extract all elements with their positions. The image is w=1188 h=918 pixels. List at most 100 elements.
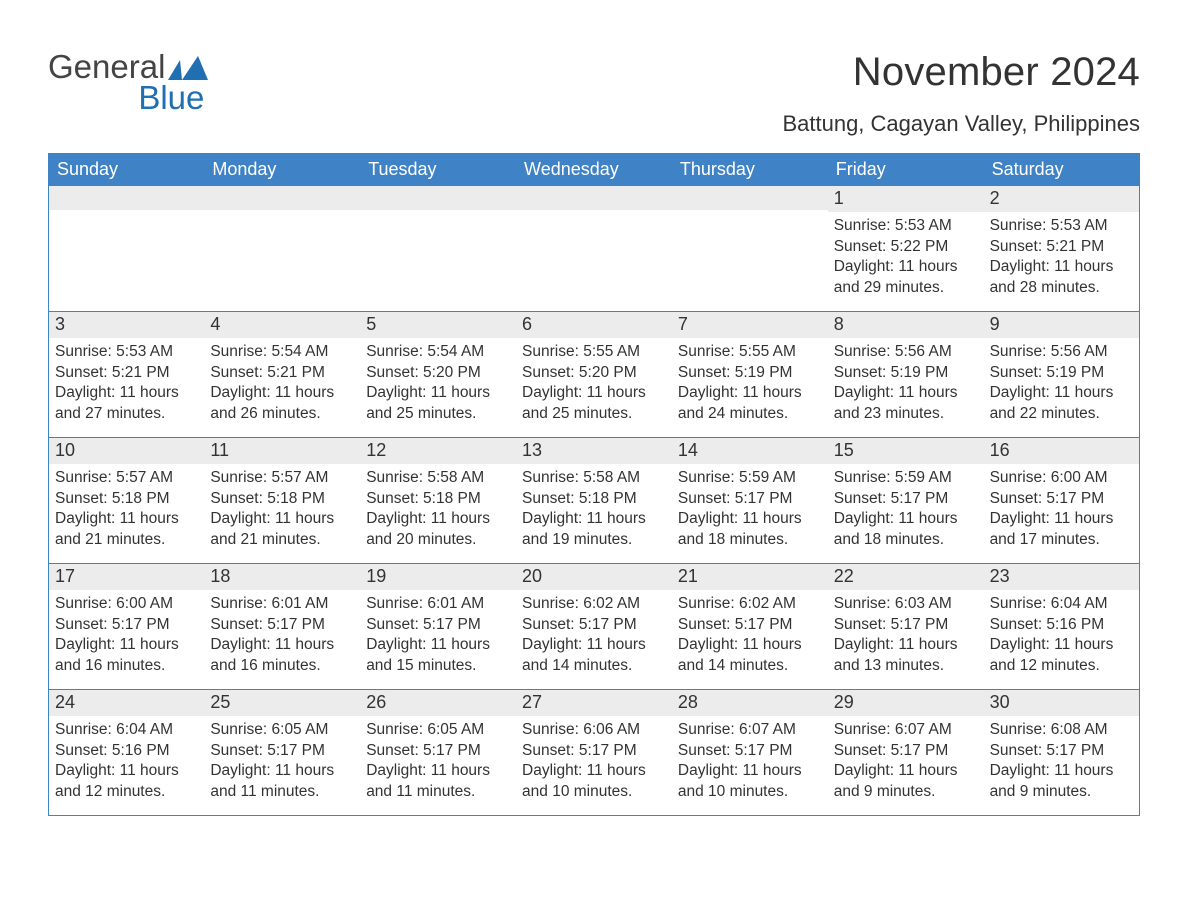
day-number: 24 xyxy=(49,690,204,716)
sunset-line: Sunset: 5:22 PM xyxy=(834,237,978,258)
daylight-line: Daylight: 11 hours and 12 minutes. xyxy=(55,761,198,803)
calendar-row: 17Sunrise: 6:00 AMSunset: 5:17 PMDayligh… xyxy=(49,564,1140,690)
sunrise-line: Sunrise: 6:04 AM xyxy=(990,594,1133,615)
day-number: 1 xyxy=(828,186,984,212)
daylight-line: Daylight: 11 hours and 25 minutes. xyxy=(366,383,510,425)
day-number: 3 xyxy=(49,312,204,338)
day-data: Sunrise: 5:56 AMSunset: 5:19 PMDaylight:… xyxy=(984,338,1139,432)
daylight-line: Daylight: 11 hours and 17 minutes. xyxy=(990,509,1133,551)
calendar-cell: 1Sunrise: 5:53 AMSunset: 5:22 PMDaylight… xyxy=(828,186,984,312)
empty-daynum xyxy=(49,186,204,210)
sunset-line: Sunset: 5:21 PM xyxy=(990,237,1133,258)
calendar-cell: 14Sunrise: 5:59 AMSunset: 5:17 PMDayligh… xyxy=(672,438,828,564)
empty-daynum xyxy=(516,186,672,210)
calendar-cell: 29Sunrise: 6:07 AMSunset: 5:17 PMDayligh… xyxy=(828,690,984,816)
sunset-line: Sunset: 5:16 PM xyxy=(990,615,1133,636)
calendar-cell: 24Sunrise: 6:04 AMSunset: 5:16 PMDayligh… xyxy=(49,690,205,816)
day-data: Sunrise: 6:06 AMSunset: 5:17 PMDaylight:… xyxy=(516,716,672,810)
day-number: 20 xyxy=(516,564,672,590)
daylight-line: Daylight: 11 hours and 16 minutes. xyxy=(210,635,354,677)
day-number: 27 xyxy=(516,690,672,716)
sunset-line: Sunset: 5:17 PM xyxy=(522,615,666,636)
weekday-header: Monday xyxy=(204,154,360,186)
daylight-line: Daylight: 11 hours and 19 minutes. xyxy=(522,509,666,551)
daylight-line: Daylight: 11 hours and 11 minutes. xyxy=(366,761,510,803)
calendar-cell: 4Sunrise: 5:54 AMSunset: 5:21 PMDaylight… xyxy=(204,312,360,438)
day-data: Sunrise: 5:53 AMSunset: 5:21 PMDaylight:… xyxy=(984,212,1139,306)
calendar-cell xyxy=(672,186,828,312)
day-data: Sunrise: 5:56 AMSunset: 5:19 PMDaylight:… xyxy=(828,338,984,432)
daylight-line: Daylight: 11 hours and 18 minutes. xyxy=(834,509,978,551)
daylight-line: Daylight: 11 hours and 14 minutes. xyxy=(678,635,822,677)
daylight-line: Daylight: 11 hours and 18 minutes. xyxy=(678,509,822,551)
calendar-body: 1Sunrise: 5:53 AMSunset: 5:22 PMDaylight… xyxy=(49,186,1140,816)
calendar-cell: 12Sunrise: 5:58 AMSunset: 5:18 PMDayligh… xyxy=(360,438,516,564)
daylight-line: Daylight: 11 hours and 15 minutes. xyxy=(366,635,510,677)
daylight-line: Daylight: 11 hours and 14 minutes. xyxy=(522,635,666,677)
sunset-line: Sunset: 5:19 PM xyxy=(678,363,822,384)
empty-daynum xyxy=(672,186,828,210)
sunrise-line: Sunrise: 6:02 AM xyxy=(678,594,822,615)
day-number: 17 xyxy=(49,564,204,590)
daylight-line: Daylight: 11 hours and 16 minutes. xyxy=(55,635,198,677)
day-data: Sunrise: 5:57 AMSunset: 5:18 PMDaylight:… xyxy=(49,464,204,558)
day-number: 26 xyxy=(360,690,516,716)
calendar-cell: 20Sunrise: 6:02 AMSunset: 5:17 PMDayligh… xyxy=(516,564,672,690)
sunset-line: Sunset: 5:19 PM xyxy=(990,363,1133,384)
sunrise-line: Sunrise: 5:54 AM xyxy=(210,342,354,363)
sunset-line: Sunset: 5:19 PM xyxy=(834,363,978,384)
daylight-line: Daylight: 11 hours and 21 minutes. xyxy=(210,509,354,551)
calendar-cell: 25Sunrise: 6:05 AMSunset: 5:17 PMDayligh… xyxy=(204,690,360,816)
daylight-line: Daylight: 11 hours and 23 minutes. xyxy=(834,383,978,425)
day-number: 18 xyxy=(204,564,360,590)
weekday-header: Thursday xyxy=(672,154,828,186)
sunrise-line: Sunrise: 6:01 AM xyxy=(366,594,510,615)
day-data: Sunrise: 5:53 AMSunset: 5:22 PMDaylight:… xyxy=(828,212,984,306)
sunrise-line: Sunrise: 5:58 AM xyxy=(522,468,666,489)
sunset-line: Sunset: 5:17 PM xyxy=(366,741,510,762)
calendar-row: 24Sunrise: 6:04 AMSunset: 5:16 PMDayligh… xyxy=(49,690,1140,816)
weekday-header-row: SundayMondayTuesdayWednesdayThursdayFrid… xyxy=(49,154,1140,186)
calendar-cell: 18Sunrise: 6:01 AMSunset: 5:17 PMDayligh… xyxy=(204,564,360,690)
calendar-cell: 13Sunrise: 5:58 AMSunset: 5:18 PMDayligh… xyxy=(516,438,672,564)
daylight-line: Daylight: 11 hours and 24 minutes. xyxy=(678,383,822,425)
day-data: Sunrise: 5:58 AMSunset: 5:18 PMDaylight:… xyxy=(516,464,672,558)
sunset-line: Sunset: 5:17 PM xyxy=(990,489,1133,510)
sunrise-line: Sunrise: 6:08 AM xyxy=(990,720,1133,741)
daylight-line: Daylight: 11 hours and 27 minutes. xyxy=(55,383,198,425)
day-data: Sunrise: 5:59 AMSunset: 5:17 PMDaylight:… xyxy=(672,464,828,558)
day-data: Sunrise: 5:55 AMSunset: 5:20 PMDaylight:… xyxy=(516,338,672,432)
sunrise-line: Sunrise: 6:03 AM xyxy=(834,594,978,615)
calendar-cell: 27Sunrise: 6:06 AMSunset: 5:17 PMDayligh… xyxy=(516,690,672,816)
weekday-header: Friday xyxy=(828,154,984,186)
sunrise-line: Sunrise: 6:05 AM xyxy=(210,720,354,741)
sunrise-line: Sunrise: 5:55 AM xyxy=(678,342,822,363)
day-number: 9 xyxy=(984,312,1139,338)
day-number: 14 xyxy=(672,438,828,464)
daylight-line: Daylight: 11 hours and 20 minutes. xyxy=(366,509,510,551)
daylight-line: Daylight: 11 hours and 10 minutes. xyxy=(522,761,666,803)
page-title: November 2024 xyxy=(782,50,1140,95)
day-data: Sunrise: 5:58 AMSunset: 5:18 PMDaylight:… xyxy=(360,464,516,558)
daylight-line: Daylight: 11 hours and 29 minutes. xyxy=(834,257,978,299)
calendar-cell: 23Sunrise: 6:04 AMSunset: 5:16 PMDayligh… xyxy=(984,564,1140,690)
calendar-cell: 19Sunrise: 6:01 AMSunset: 5:17 PMDayligh… xyxy=(360,564,516,690)
sunset-line: Sunset: 5:18 PM xyxy=(55,489,198,510)
weekday-header: Wednesday xyxy=(516,154,672,186)
day-number: 30 xyxy=(984,690,1139,716)
sunset-line: Sunset: 5:16 PM xyxy=(55,741,198,762)
daylight-line: Daylight: 11 hours and 26 minutes. xyxy=(210,383,354,425)
calendar-row: 3Sunrise: 5:53 AMSunset: 5:21 PMDaylight… xyxy=(49,312,1140,438)
daylight-line: Daylight: 11 hours and 10 minutes. xyxy=(678,761,822,803)
day-data: Sunrise: 6:04 AMSunset: 5:16 PMDaylight:… xyxy=(984,590,1139,684)
daylight-line: Daylight: 11 hours and 11 minutes. xyxy=(210,761,354,803)
sunset-line: Sunset: 5:17 PM xyxy=(55,615,198,636)
sunset-line: Sunset: 5:18 PM xyxy=(522,489,666,510)
sunset-line: Sunset: 5:17 PM xyxy=(678,489,822,510)
sunset-line: Sunset: 5:17 PM xyxy=(990,741,1133,762)
daylight-line: Daylight: 11 hours and 22 minutes. xyxy=(990,383,1133,425)
sunrise-line: Sunrise: 6:06 AM xyxy=(522,720,666,741)
sunrise-line: Sunrise: 5:55 AM xyxy=(522,342,666,363)
day-data: Sunrise: 5:54 AMSunset: 5:21 PMDaylight:… xyxy=(204,338,360,432)
daylight-line: Daylight: 11 hours and 9 minutes. xyxy=(990,761,1133,803)
